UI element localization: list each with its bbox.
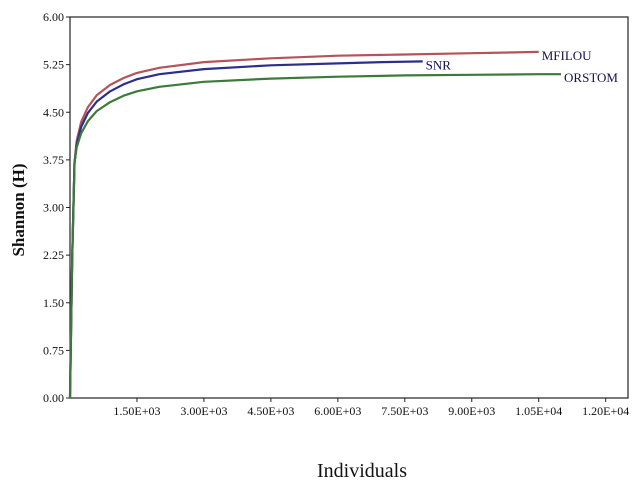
y-tick-label: 0.75 <box>43 343 64 357</box>
y-tick-label: 5.25 <box>43 58 64 72</box>
y-axis-title: Shannon (H) <box>9 163 28 256</box>
series-label-orstom: ORSTOM <box>564 70 618 85</box>
series-line-mfilou <box>68 50 539 399</box>
x-axis: 1.50E+03 3.00E+03 4.50E+03 6.00E+03 7.50E+03… <box>113 398 629 418</box>
x-tick-label: 9.00E+03 <box>448 404 495 418</box>
x-tick-label: 4.50E+03 <box>247 404 294 418</box>
y-tick-label: 2.25 <box>43 248 64 262</box>
series-line-orstom <box>68 73 561 399</box>
series-label-snr: SNR <box>426 57 452 72</box>
series-label-mfilou: MFILOU <box>542 48 592 63</box>
x-tick-label: 7.50E+03 <box>381 404 428 418</box>
y-tick-label: 0.00 <box>43 391 64 405</box>
x-axis-title: Individuals <box>317 460 407 482</box>
y-tick-label: 3.75 <box>43 153 64 167</box>
x-tick-label: 1.20E+04 <box>582 404 629 418</box>
y-axis: 0.00 0.75 1.50 2.25 3.00 3.75 4.50 5.25 6.00 <box>43 10 70 405</box>
series-layer: MFILOU SNR ORSTOM <box>68 48 618 399</box>
series-line-snr <box>68 60 423 399</box>
x-tick-label: 1.50E+03 <box>113 404 160 418</box>
y-tick-label: 1.50 <box>43 296 64 310</box>
y-tick-label: 4.50 <box>43 105 64 119</box>
x-tick-label: 1.05E+04 <box>515 404 562 418</box>
y-tick-label: 3.00 <box>43 201 64 215</box>
x-tick-label: 3.00E+03 <box>180 404 227 418</box>
y-tick-label: 6.00 <box>43 10 64 24</box>
x-tick-label: 6.00E+03 <box>314 404 361 418</box>
